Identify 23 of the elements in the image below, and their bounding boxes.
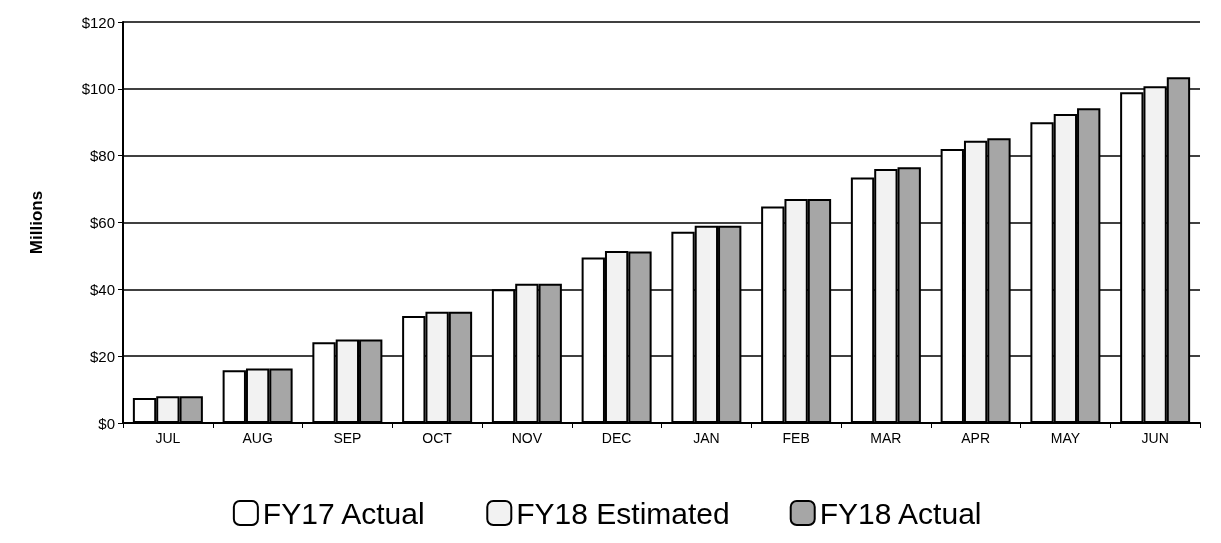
legend-label: FY17 Actual [262,496,425,530]
y-tick-label: $100 [81,80,115,98]
x-tick-label: MAY [1050,430,1081,446]
legend-label: FY18 Estimated [516,496,730,530]
x-tick-label: FEB [782,430,810,446]
y-tick-label: $40 [89,280,115,298]
x-tick-label: MAR [870,430,902,446]
y-tick-label: $0 [98,414,115,432]
x-tick-label: JUN [1141,430,1169,446]
y-tick-label: $80 [89,147,115,165]
x-tick-label: NOV [511,430,543,446]
x-tick-label: DEC [601,430,632,446]
x-tick-label: JAN [693,430,720,446]
x-tick-label: OCT [422,430,453,446]
x-tick-label: SEP [333,430,362,446]
y-tick-label: $60 [89,214,115,231]
x-tick-label: JUL [155,430,181,446]
y-axis-title: Millions [27,190,46,255]
x-tick-label: APR [961,430,991,446]
legend-label: FY18 Actual [819,496,982,530]
y-tick-label: $20 [89,347,115,365]
x-tick-label: AUG [242,430,273,446]
y-tick-label: $120 [81,13,115,31]
